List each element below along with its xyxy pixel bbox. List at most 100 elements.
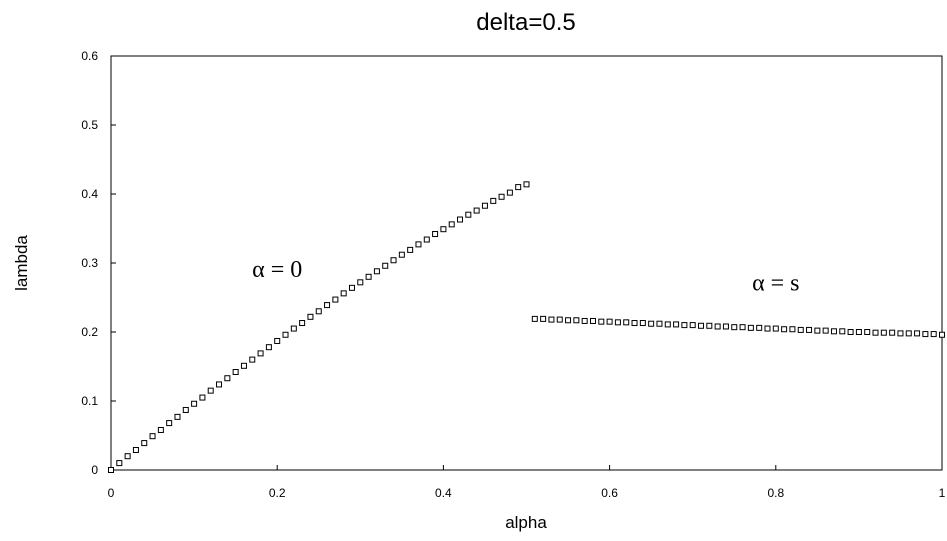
data-point-series-0: [390, 257, 397, 264]
data-point-series-0: [398, 251, 405, 258]
x-tick-label: 1: [939, 486, 946, 500]
x-tick-label: 0.2: [269, 486, 286, 500]
data-point-series-0: [240, 362, 247, 369]
data-point-series-1: [797, 326, 804, 333]
data-point-series-0: [307, 313, 314, 320]
data-point-series-0: [265, 344, 272, 351]
chart-title: delta=0.5: [476, 9, 575, 36]
data-point-series-0: [332, 296, 339, 303]
y-tick-label: 0: [91, 463, 98, 477]
data-point-series-0: [274, 337, 281, 344]
x-axis: 0 0.2 0.4 0.6 0.8 1: [108, 465, 946, 500]
data-point-series-1: [872, 329, 879, 336]
data-point-series-0: [166, 420, 173, 427]
data-point-series-1: [764, 325, 771, 332]
x-tick-label: 0: [108, 486, 115, 500]
data-point-series-1: [714, 323, 721, 330]
data-point-series-0: [124, 453, 131, 460]
data-point-series-0: [174, 413, 181, 420]
data-point-series-0: [432, 231, 439, 238]
data-point-series-1: [864, 329, 871, 335]
data-point-series-1: [573, 317, 580, 324]
data-point-series-1: [540, 315, 547, 322]
data-point-series-0: [490, 197, 497, 204]
data-point-series-0: [523, 181, 530, 188]
data-point-series-1: [731, 324, 738, 331]
data-point-series-0: [498, 193, 505, 200]
data-point-series-0: [457, 216, 464, 223]
data-point-series-1: [914, 330, 921, 337]
data-point-series-0: [282, 331, 289, 338]
x-tick-label: 0.4: [435, 486, 452, 500]
data-point-series-0: [515, 184, 522, 191]
y-tick-label: 0.3: [81, 256, 98, 270]
data-point-series-1: [789, 326, 796, 333]
data-point-series-1: [673, 321, 680, 328]
data-point-series-0: [108, 467, 114, 473]
data-point-series-0: [448, 221, 455, 228]
y-axis-label: lambda: [12, 235, 31, 291]
plot-area-frame: [110, 55, 943, 471]
data-point-series-1: [855, 329, 862, 335]
data-point-series-1: [531, 315, 538, 322]
y-axis: 0 0.1 0.2 0.3 0.4 0.5 0.6: [81, 49, 116, 477]
data-points: [108, 181, 945, 473]
data-point-series-0: [141, 440, 148, 447]
data-point-series-0: [365, 273, 372, 280]
data-point-series-0: [382, 262, 389, 269]
data-point-series-0: [481, 202, 488, 209]
data-point-series-1: [889, 329, 896, 336]
data-point-series-1: [722, 323, 729, 330]
y-tick-label: 0.4: [81, 187, 98, 201]
y-tick-label: 0.1: [81, 394, 98, 408]
data-point-series-1: [822, 327, 829, 334]
data-point-series-0: [216, 381, 223, 388]
data-point-series-1: [614, 319, 621, 326]
data-point-series-1: [548, 316, 555, 323]
data-point-series-1: [606, 318, 613, 325]
data-point-series-1: [623, 319, 630, 326]
x-tick-label: 0.8: [767, 486, 784, 500]
annotation-alpha-zero: α = 0: [252, 257, 302, 283]
data-point-series-1: [565, 317, 572, 324]
data-point-series-1: [681, 322, 688, 329]
data-point-series-1: [706, 322, 713, 329]
data-point-series-1: [689, 322, 696, 329]
data-point-series-0: [407, 246, 414, 253]
data-point-series-0: [249, 356, 256, 363]
data-point-series-1: [698, 322, 705, 329]
data-point-series-0: [224, 375, 231, 382]
data-point-series-0: [116, 460, 123, 467]
data-point-series-1: [556, 316, 563, 323]
data-point-series-1: [880, 329, 887, 336]
data-point-series-1: [639, 320, 646, 327]
data-point-series-0: [257, 350, 264, 357]
y-tick-label: 0.6: [81, 49, 98, 63]
data-point-series-0: [348, 284, 355, 291]
data-point-series-1: [656, 320, 663, 327]
data-point-series-1: [806, 326, 813, 333]
data-point-series-0: [324, 302, 331, 309]
data-point-series-0: [132, 446, 139, 453]
data-point-series-1: [839, 328, 846, 335]
data-point-series-1: [897, 330, 904, 337]
annotation-alpha-s: α = s: [752, 271, 799, 297]
data-point-series-0: [440, 226, 447, 233]
data-point-series-0: [290, 325, 297, 332]
data-point-series-1: [847, 329, 854, 335]
data-point-series-0: [199, 394, 206, 401]
data-point-series-0: [340, 290, 347, 297]
data-point-series-1: [905, 330, 912, 337]
data-point-series-1: [781, 326, 788, 333]
data-point-series-0: [373, 268, 380, 275]
data-point-series-1: [772, 325, 779, 332]
x-axis-label: alpha: [505, 513, 547, 532]
data-point-series-0: [506, 189, 513, 196]
data-point-series-0: [423, 236, 430, 243]
data-point-series-0: [299, 320, 306, 327]
data-point-series-1: [581, 317, 588, 324]
data-point-series-1: [739, 324, 746, 331]
data-point-series-0: [415, 241, 422, 248]
data-point-series-1: [922, 331, 929, 338]
